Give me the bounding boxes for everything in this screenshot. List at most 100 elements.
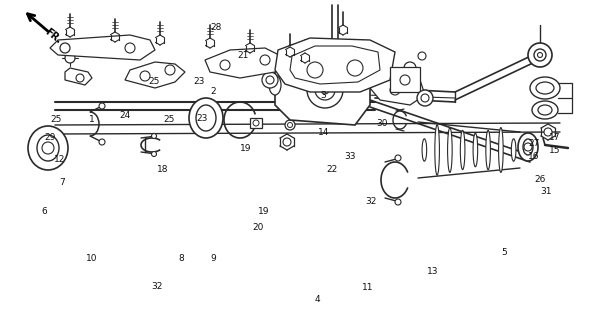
Text: 31: 31 [540,188,551,196]
Text: 2: 2 [211,87,216,96]
Ellipse shape [518,133,538,161]
Circle shape [390,85,400,95]
Ellipse shape [538,105,552,115]
Circle shape [307,72,343,108]
Circle shape [283,138,291,146]
Text: 27: 27 [528,140,540,148]
Text: 5: 5 [501,248,507,257]
Circle shape [307,62,323,78]
Ellipse shape [422,139,427,161]
Circle shape [76,74,84,82]
Circle shape [406,81,414,89]
Text: 3: 3 [320,92,326,100]
Text: 22: 22 [327,165,337,174]
Circle shape [400,75,410,85]
Text: 21: 21 [237,52,249,60]
Polygon shape [125,62,185,88]
Polygon shape [290,46,380,84]
Polygon shape [65,68,92,85]
Ellipse shape [511,139,516,161]
Circle shape [288,123,292,127]
Circle shape [417,90,433,106]
Text: 16: 16 [528,152,540,161]
Circle shape [60,43,70,53]
Circle shape [285,120,295,130]
Circle shape [65,53,75,63]
Ellipse shape [460,131,465,170]
Ellipse shape [189,98,223,138]
Ellipse shape [523,139,533,155]
Text: 8: 8 [178,254,184,263]
Circle shape [524,143,532,151]
Circle shape [140,71,150,81]
Ellipse shape [530,77,560,99]
Ellipse shape [28,126,68,170]
Text: 20: 20 [252,223,264,232]
Text: 26: 26 [534,175,546,184]
Text: 1: 1 [89,116,95,124]
Circle shape [321,86,329,94]
Polygon shape [205,48,285,78]
Ellipse shape [536,82,554,94]
Text: 12: 12 [53,156,65,164]
Text: 11: 11 [362,284,374,292]
Circle shape [151,133,157,139]
Bar [250,118,262,128]
Text: 33: 33 [344,152,356,161]
Circle shape [260,55,270,65]
Circle shape [418,52,426,60]
Ellipse shape [435,125,439,175]
Text: 14: 14 [317,128,329,137]
Ellipse shape [196,105,216,131]
Circle shape [395,155,401,161]
Circle shape [151,151,157,156]
Circle shape [395,199,401,205]
Circle shape [421,94,429,102]
Circle shape [125,43,135,53]
Ellipse shape [37,135,59,161]
Circle shape [262,72,278,88]
Circle shape [347,60,363,76]
Circle shape [537,52,543,58]
Polygon shape [275,38,395,92]
Circle shape [42,142,54,154]
Ellipse shape [269,75,281,95]
Text: 15: 15 [549,146,560,155]
Text: 9: 9 [211,254,216,263]
Text: 19: 19 [258,207,270,216]
Text: 13: 13 [427,268,439,276]
Circle shape [266,76,274,84]
Circle shape [544,128,552,136]
Bar [390,67,420,92]
Text: 10: 10 [86,254,98,263]
Ellipse shape [499,128,503,172]
Circle shape [404,62,416,74]
Polygon shape [370,72,425,105]
Text: 19: 19 [240,144,252,153]
Text: 6: 6 [42,207,47,216]
Text: 23: 23 [196,114,208,123]
Circle shape [220,60,230,70]
Text: 25: 25 [148,77,160,86]
Text: 4: 4 [314,295,320,304]
Polygon shape [275,40,370,125]
Text: 28: 28 [211,23,222,32]
Circle shape [165,65,175,75]
Circle shape [315,80,335,100]
Ellipse shape [532,101,558,119]
Text: 24: 24 [119,111,130,120]
Circle shape [253,120,259,126]
Text: 7: 7 [59,178,65,187]
Ellipse shape [486,131,490,170]
Text: 18: 18 [157,165,169,174]
Text: 25: 25 [50,116,62,124]
Ellipse shape [473,133,478,167]
Circle shape [528,43,552,67]
Text: 29: 29 [44,133,56,142]
Text: 17: 17 [549,133,560,142]
Text: 23: 23 [193,77,205,86]
Circle shape [99,103,105,109]
Circle shape [99,139,105,145]
Text: 32: 32 [365,197,377,206]
Text: 32: 32 [151,282,163,291]
